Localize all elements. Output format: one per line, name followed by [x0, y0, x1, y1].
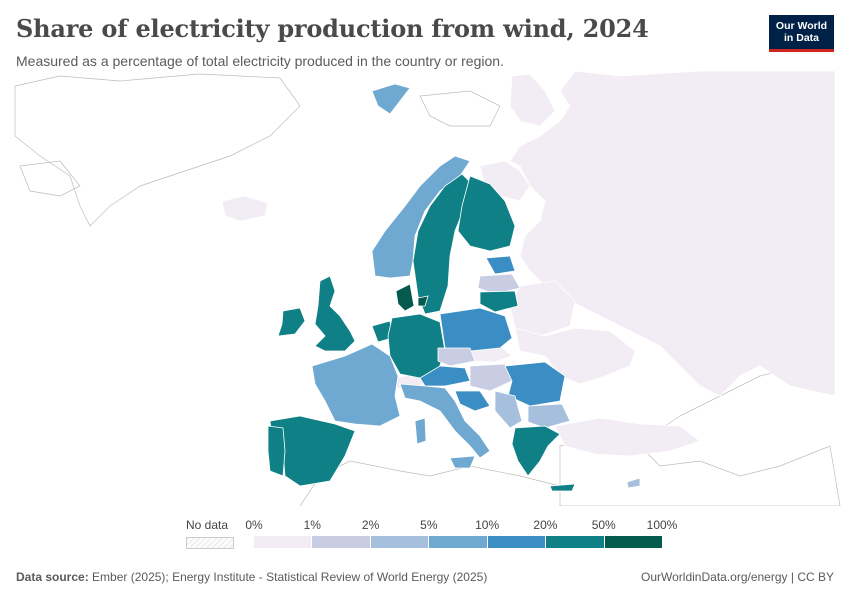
legend-tick-3: 5% [420, 518, 438, 532]
legend-bin-6[interactable] [604, 536, 662, 548]
region-greece[interactable] [511, 425, 561, 477]
map-legend: No data 0% 1% 2% 5% 10% 20% 50% 100% [0, 514, 850, 554]
legend-tick-end: 100% [646, 518, 678, 532]
legend-bin-2[interactable] [370, 536, 430, 548]
legend-tick-5: 20% [533, 518, 558, 532]
region-svalbard[interactable] [371, 83, 411, 115]
region-serbia[interactable] [494, 390, 523, 429]
region-cyprus[interactable] [626, 477, 641, 489]
region-denmark-east[interactable] [417, 295, 429, 307]
legend-tick-6: 50% [591, 518, 616, 532]
region-russia-north[interactable] [509, 73, 556, 127]
legend-no-data-label: No data [186, 518, 229, 532]
region-estonia[interactable] [485, 255, 516, 275]
legend-tick-2: 2% [361, 518, 380, 532]
legend-tick-1: 1% [303, 518, 321, 532]
owid-logo[interactable]: Our World in Data [769, 15, 834, 52]
region-croatia[interactable] [454, 390, 491, 412]
region-poland[interactable] [439, 307, 513, 352]
region-bulgaria[interactable] [527, 403, 571, 429]
region-uk[interactable] [314, 275, 356, 352]
legend-bin-5[interactable] [546, 536, 605, 548]
data-source: Data source: Ember (2025); Energy Instit… [16, 570, 487, 584]
region-finland[interactable] [457, 175, 516, 252]
legend-no-data-swatch [186, 537, 234, 549]
legend-tick-0: 0% [245, 518, 263, 532]
region-portugal[interactable] [267, 425, 286, 477]
region-denmark[interactable] [395, 283, 415, 312]
region-ireland[interactable] [277, 307, 306, 337]
region-iceland[interactable] [221, 195, 269, 222]
legend-color-scale [254, 536, 662, 548]
chart-subtitle: Measured as a percentage of total electr… [16, 53, 504, 69]
chart-title: Share of electricity production from win… [16, 14, 649, 43]
logo-line-1: Our World [775, 20, 828, 32]
region-czechia[interactable] [437, 347, 476, 367]
legend-bin-4[interactable] [487, 536, 547, 548]
region-hungary[interactable] [469, 363, 513, 392]
logo-line-2: in Data [783, 32, 819, 44]
region-italy[interactable] [399, 383, 491, 459]
region-france[interactable] [311, 343, 401, 427]
legend-tick-4: 10% [475, 518, 500, 532]
region-ukraine[interactable] [514, 327, 636, 385]
region-sicily[interactable] [449, 455, 476, 469]
data-source-label: Data source: [16, 570, 89, 584]
region-lithuania[interactable] [479, 290, 519, 313]
region-belarus[interactable] [509, 280, 576, 337]
legend-bin-3[interactable] [429, 536, 488, 548]
data-source-text[interactable]: Ember (2025); Energy Institute - Statist… [92, 570, 488, 584]
region-romania[interactable] [504, 361, 566, 407]
region-turkey[interactable] [554, 417, 701, 457]
europe-map [0, 66, 850, 506]
footer-link[interactable]: OurWorldinData.org/energy | CC BY [641, 570, 834, 584]
region-sardinia[interactable] [414, 417, 427, 445]
region-crete[interactable] [549, 483, 576, 492]
legend-bin-1[interactable] [312, 536, 371, 548]
legend-bin-0[interactable] [254, 536, 313, 548]
